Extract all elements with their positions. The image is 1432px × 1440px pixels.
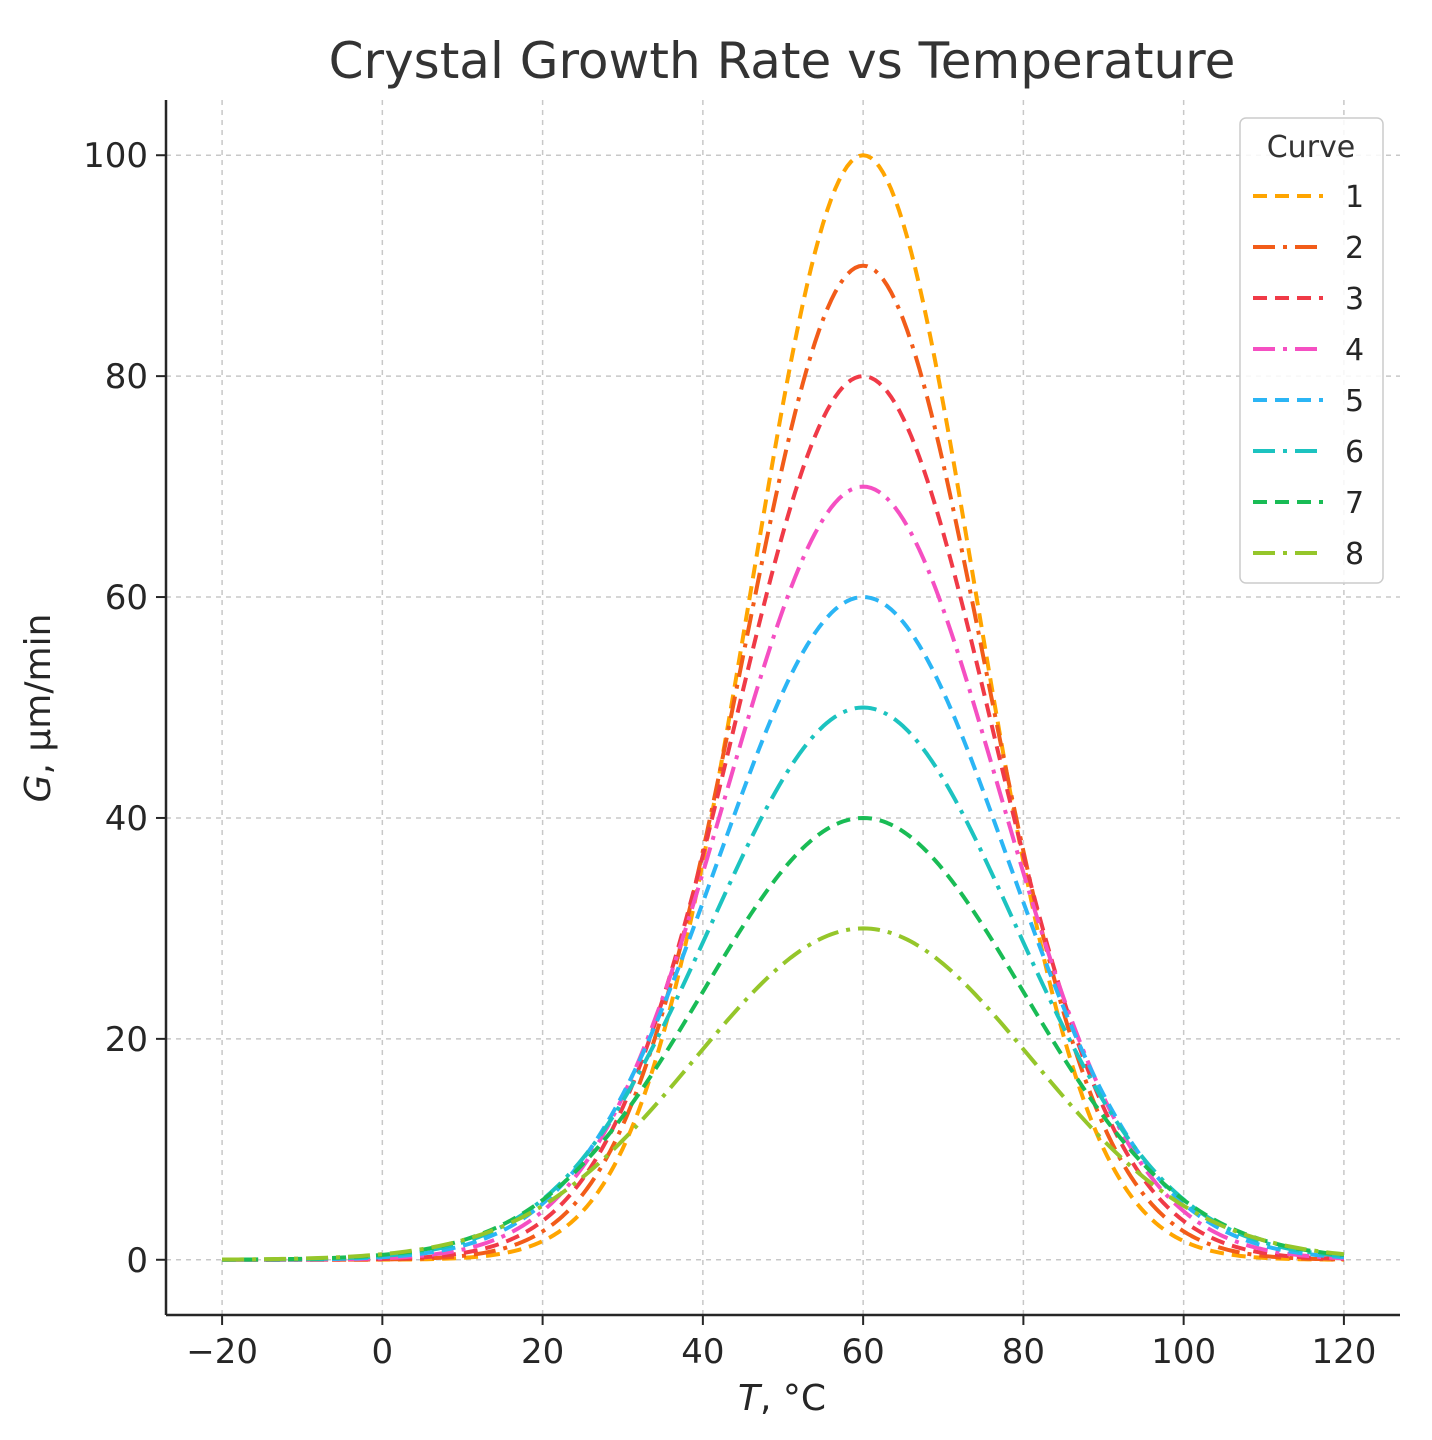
legend-title: Curve [1267,130,1356,165]
x-tick-label: 80 [1002,1332,1045,1372]
y-tick-label: 80 [105,357,148,397]
x-tick-label: 20 [521,1332,564,1372]
legend-label-1: 1 [1345,180,1364,215]
legend-label-4: 4 [1345,333,1364,368]
y-axis-label: G, μm/min [18,614,59,803]
legend-label-7: 7 [1345,486,1364,521]
x-axis-label: T, °C [738,1378,826,1419]
x-tick-label: 60 [841,1332,884,1372]
legend-label-3: 3 [1345,282,1364,317]
y-tick-label: 60 [105,578,148,618]
legend-label-6: 6 [1345,435,1364,470]
legend-label-5: 5 [1345,384,1364,419]
y-ticks: 0 20 40 60 80 100 [83,136,166,1281]
series-line-5 [222,595,1345,1262]
x-tick-label: 100 [1151,1332,1216,1372]
x-ticks: −20 0 20 40 60 80 100 120 [186,1315,1376,1372]
series-group [222,153,1345,1262]
series-line-6 [222,705,1345,1262]
legend-label-8: 8 [1345,537,1364,572]
y-axis-var: G [18,774,59,802]
y-tick-label: 20 [105,1020,148,1060]
x-tick-label: −20 [186,1332,258,1372]
y-tick-label: 40 [105,799,148,839]
legend-label-2: 2 [1345,231,1364,266]
chart-title: Crystal Growth Rate vs Temperature [329,32,1236,90]
y-tick-label: 100 [83,136,148,176]
x-tick-label: 40 [681,1332,724,1372]
x-axis-unit: , °C [760,1378,826,1419]
x-axis-var: T [738,1378,763,1419]
series-line-8 [222,926,1345,1262]
legend: Curve 1 2 3 4 5 6 7 8 [1239,117,1384,584]
grid [166,100,1400,1315]
series-line-4 [222,484,1344,1262]
x-tick-label: 0 [372,1332,394,1372]
x-tick-label: 120 [1311,1332,1376,1372]
y-tick-label: 0 [126,1241,148,1281]
series-line-1 [222,153,1344,1262]
legend-items: 1 2 3 4 5 6 7 8 [1253,180,1364,572]
y-axis-unit: , μm/min [18,614,59,775]
